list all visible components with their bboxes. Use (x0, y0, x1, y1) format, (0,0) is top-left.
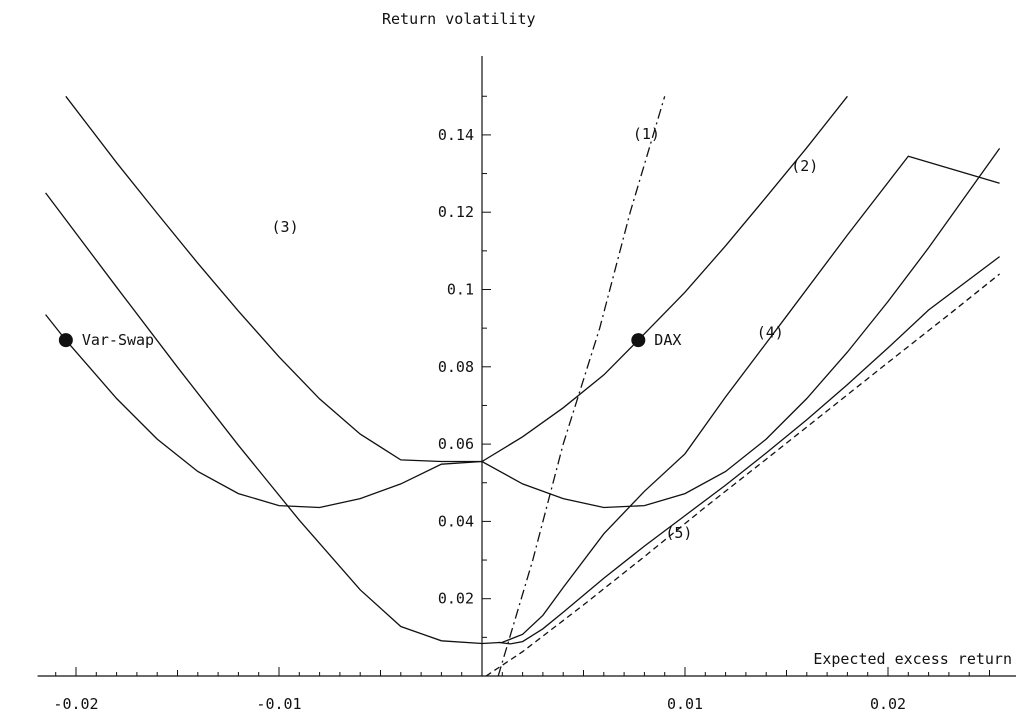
series-line-3 (65, 95, 1001, 509)
curve-label: (5) (665, 524, 692, 542)
series-line-5 (498, 256, 1000, 645)
point-label: DAX (654, 331, 681, 349)
y-tick-label: 0.12 (438, 203, 474, 221)
y-tick-label: 0.04 (438, 512, 474, 530)
point-marker (58, 333, 73, 348)
annotations: (1) (2) (3) (4) (5) Var-Swap DAX (58, 125, 818, 542)
x-axis-label: Expected excess return (813, 650, 1012, 668)
y-tick-label: 0.06 (438, 435, 474, 453)
curves (45, 95, 1001, 677)
curve-label: (4) (757, 323, 784, 341)
x-tick-label: 0.01 (667, 695, 703, 713)
curve-label: (2) (791, 157, 818, 175)
x-tick-label: -0.01 (256, 695, 301, 713)
point-marker (631, 333, 646, 348)
y-axis-label: Return volatility (382, 10, 536, 28)
y-tick-label: 0.14 (438, 126, 474, 144)
x-tick-label: 0.02 (870, 695, 906, 713)
x-tick-label: -0.02 (53, 695, 98, 713)
y-tick-label: 0.02 (438, 590, 474, 608)
series-line-6 (485, 273, 1001, 677)
series-line-2 (45, 95, 848, 509)
series-line-4 (45, 155, 1000, 645)
axes: -0.02 -0.01 0.01 0.02 0.02 0.04 0.06 0.08 0.1 0.1… (37, 56, 1016, 713)
curve-label: (3) (272, 218, 299, 236)
y-tick-label: 0.08 (438, 358, 474, 376)
curve-label: (1) (633, 125, 660, 143)
y-tick-label: 0.1 (447, 281, 474, 299)
point-label: Var-Swap (82, 331, 154, 349)
series-line-1 (497, 96, 666, 677)
